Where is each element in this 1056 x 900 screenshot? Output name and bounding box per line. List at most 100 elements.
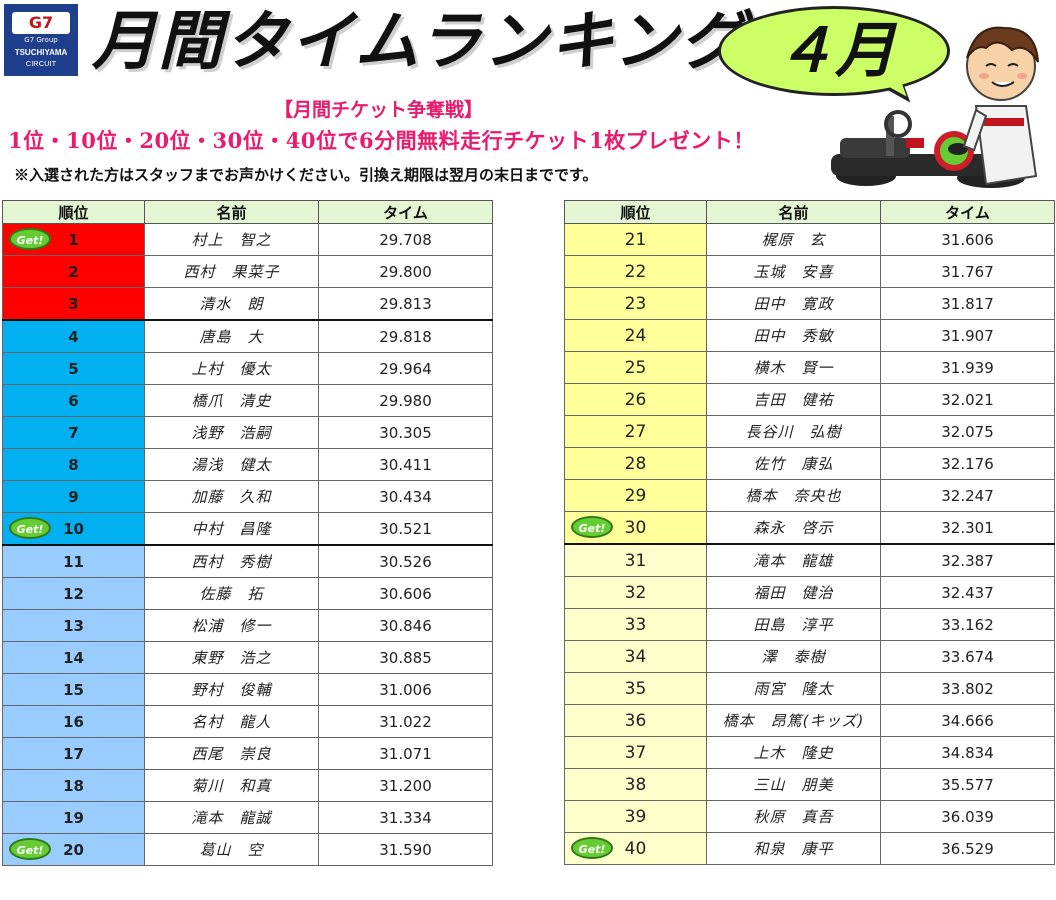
rank-position-cell: Get! 20 bbox=[2, 833, 145, 866]
rank-position-text: 34 bbox=[624, 646, 647, 667]
column-header-name: 名前 bbox=[144, 200, 319, 224]
rank-position-cell: Get! 10 bbox=[2, 512, 145, 546]
lap-time-cell: 34.834 bbox=[880, 736, 1055, 769]
rank-position-cell: Get!17 bbox=[2, 737, 145, 770]
rank-position-text: 2 bbox=[68, 262, 79, 281]
column-header-position: 順位 bbox=[2, 200, 145, 224]
table-header-row: 順位 名前 タイム bbox=[564, 200, 1055, 224]
lap-time-cell: 31.590 bbox=[318, 833, 493, 866]
rank-position-text: 25 bbox=[624, 357, 647, 378]
get-badge-icon: Get! bbox=[9, 517, 51, 539]
lap-time-cell: 29.708 bbox=[318, 223, 493, 256]
rank-position-text: 37 bbox=[624, 742, 647, 763]
rank-position-cell: Get!28 bbox=[564, 447, 707, 480]
rank-position-cell: Get!16 bbox=[2, 705, 145, 738]
rank-position-text: 30 bbox=[624, 517, 647, 538]
column-header-time: タイム bbox=[880, 200, 1055, 224]
mascot-kart-driver-illustration bbox=[831, 26, 1039, 188]
driver-name-cell: 中村 昌隆 bbox=[144, 512, 319, 546]
rank-position-text: 12 bbox=[63, 584, 84, 603]
rank-position-cell: Get!31 bbox=[564, 543, 707, 577]
rank-position-text: 20 bbox=[63, 840, 84, 859]
rank-position-cell: Get!37 bbox=[564, 736, 707, 769]
rank-position-cell: Get!5 bbox=[2, 352, 145, 385]
driver-figure-icon bbox=[962, 26, 1039, 186]
lap-time-cell: 33.674 bbox=[880, 640, 1055, 673]
driver-name-cell: 東野 浩之 bbox=[144, 641, 319, 674]
lap-time-cell: 30.305 bbox=[318, 416, 493, 449]
rank-position-cell: Get!21 bbox=[564, 223, 707, 256]
rank-position-cell: Get!36 bbox=[564, 704, 707, 737]
rank-position-cell: Get!35 bbox=[564, 672, 707, 705]
get-badge-icon: Get! bbox=[571, 837, 613, 859]
driver-name-cell: 松浦 修一 bbox=[144, 609, 319, 642]
table-row: Get! 30 森永 啓示 32.301 bbox=[564, 511, 1055, 545]
rank-position-cell: Get!15 bbox=[2, 673, 145, 706]
driver-name-cell: 西村 秀樹 bbox=[144, 544, 319, 578]
column-header-position: 順位 bbox=[564, 200, 707, 224]
lap-time-cell: 31.939 bbox=[880, 351, 1055, 384]
table-row: Get! 10 中村 昌隆 30.521 bbox=[2, 512, 493, 546]
page-title: 月間タイムランキング bbox=[92, 5, 746, 79]
lap-time-cell: 32.387 bbox=[880, 543, 1055, 577]
rank-position-text: 13 bbox=[63, 616, 84, 635]
lap-time-cell: 30.434 bbox=[318, 480, 493, 513]
rank-position-cell: Get!2 bbox=[2, 255, 145, 288]
lap-time-cell: 32.301 bbox=[880, 511, 1055, 545]
lap-time-cell: 29.800 bbox=[318, 255, 493, 288]
lap-time-cell: 30.411 bbox=[318, 448, 493, 481]
rank-position-text: 8 bbox=[68, 455, 79, 474]
driver-name-cell: 三山 朋美 bbox=[706, 768, 881, 801]
rank-position-text: 28 bbox=[624, 453, 647, 474]
lap-time-cell: 33.162 bbox=[880, 608, 1055, 641]
rank-position-text: 7 bbox=[68, 423, 79, 442]
rank-position-cell: Get!7 bbox=[2, 416, 145, 449]
driver-name-cell: 橋本 昂篤(キッズ) bbox=[706, 704, 881, 737]
lap-time-cell: 29.818 bbox=[318, 319, 493, 353]
month-label: ４月 bbox=[775, 16, 895, 86]
get-badge-icon: Get! bbox=[571, 516, 613, 538]
rank-position-cell: Get!3 bbox=[2, 287, 145, 321]
rank-position-text: 1 bbox=[68, 230, 79, 249]
lap-time-cell: 33.802 bbox=[880, 672, 1055, 705]
rank-position-text: 4 bbox=[68, 327, 79, 346]
rank-position-text: 35 bbox=[624, 678, 647, 699]
rank-position-text: 14 bbox=[63, 648, 84, 667]
driver-name-cell: 西村 果菜子 bbox=[144, 255, 319, 288]
driver-name-cell: 加藤 久和 bbox=[144, 480, 319, 513]
driver-name-cell: 浅野 浩嗣 bbox=[144, 416, 319, 449]
driver-name-cell: 橋爪 清史 bbox=[144, 384, 319, 417]
lap-time-cell: 30.606 bbox=[318, 577, 493, 610]
rank-position-text: 22 bbox=[624, 261, 647, 282]
driver-name-cell: 澤 泰樹 bbox=[706, 640, 881, 673]
driver-name-cell: 佐竹 康弘 bbox=[706, 447, 881, 480]
lap-time-cell: 31.334 bbox=[318, 801, 493, 834]
driver-name-cell: 唐島 大 bbox=[144, 319, 319, 353]
rank-position-text: 24 bbox=[624, 325, 647, 346]
rank-position-text: 15 bbox=[63, 680, 84, 699]
driver-name-cell: 和泉 康平 bbox=[706, 832, 881, 865]
rank-position-cell: Get!38 bbox=[564, 768, 707, 801]
driver-name-cell: 名村 龍人 bbox=[144, 705, 319, 738]
column-header-time: タイム bbox=[318, 200, 493, 224]
rank-position-text: 38 bbox=[624, 774, 647, 795]
lap-time-cell: 30.885 bbox=[318, 641, 493, 674]
logo-sub-text: CIRCUIT bbox=[25, 59, 57, 68]
